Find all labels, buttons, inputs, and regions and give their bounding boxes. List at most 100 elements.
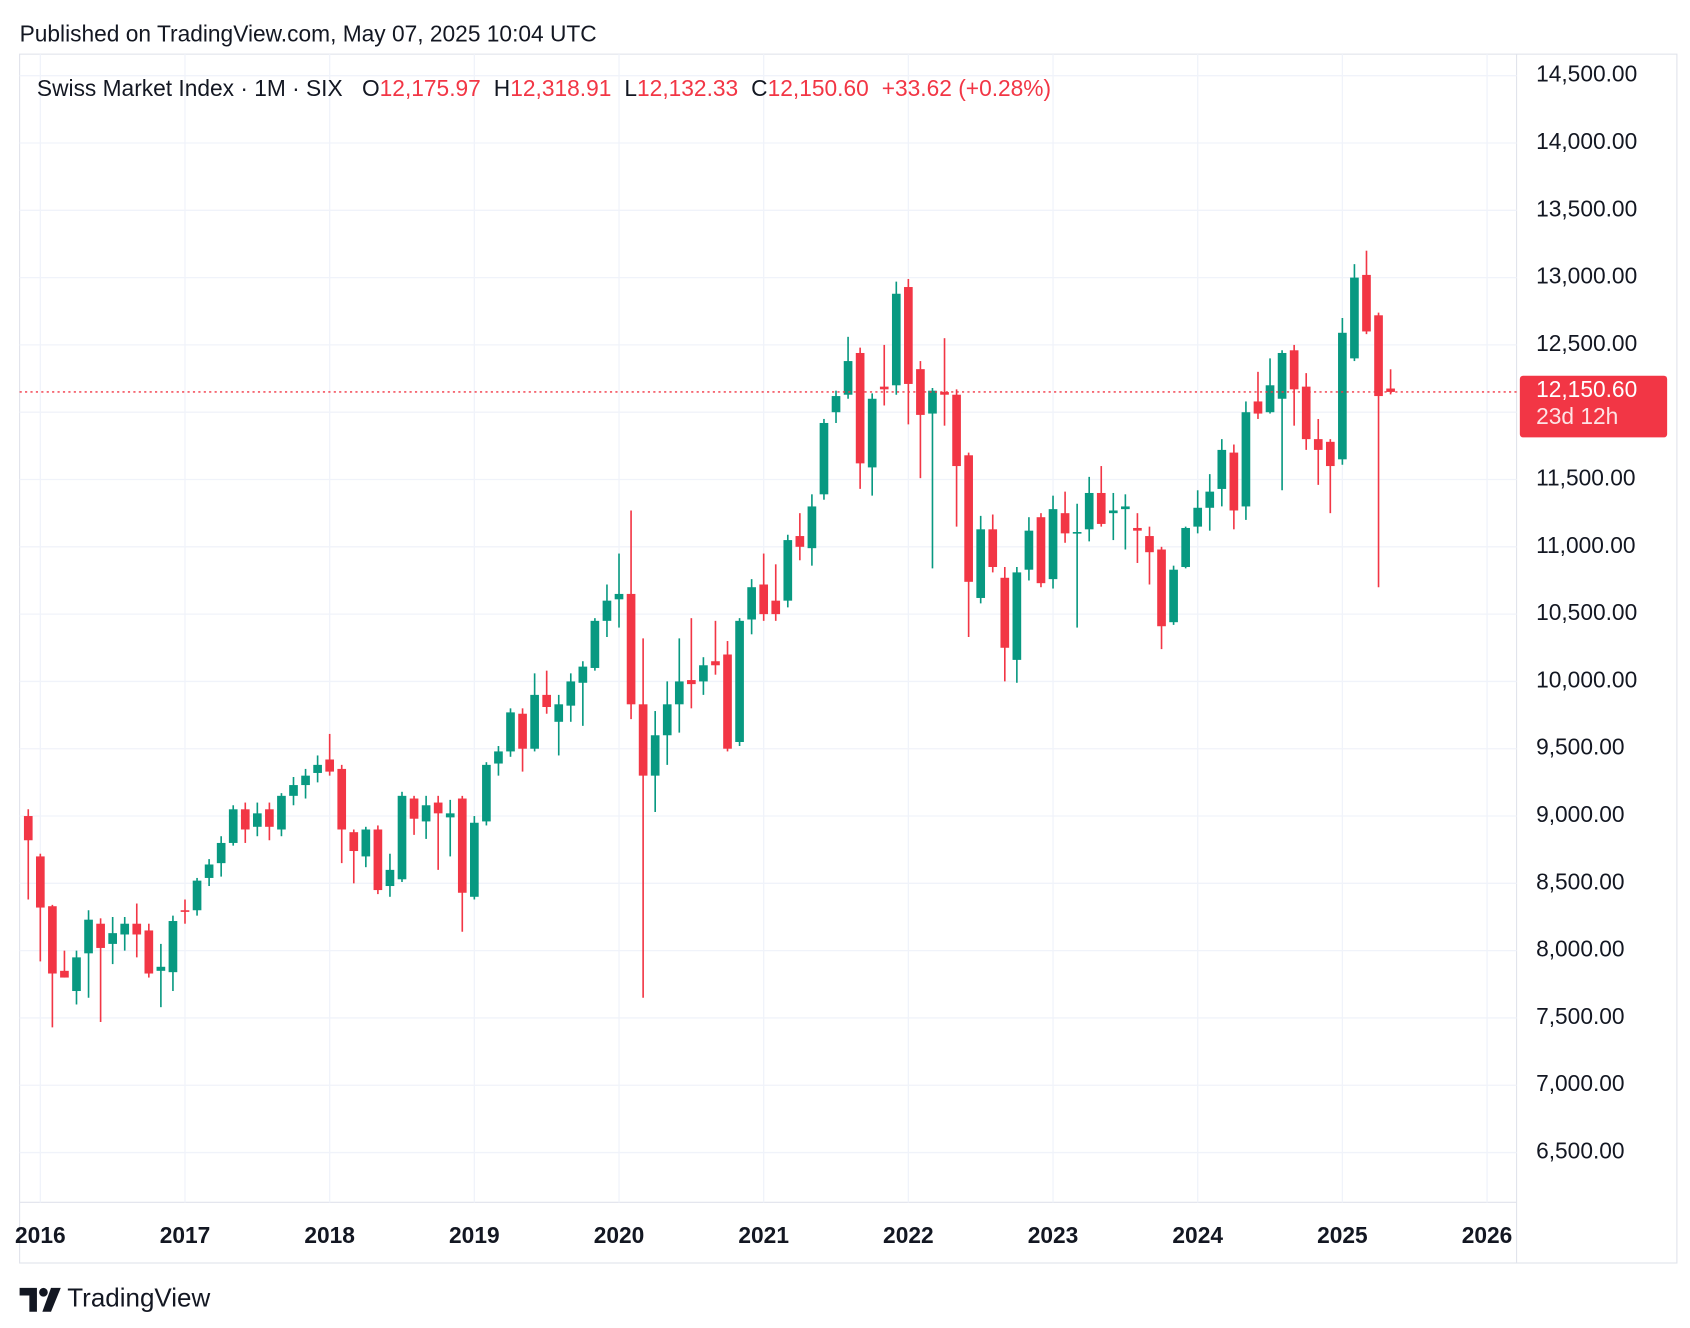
x-tick-label: 2021	[738, 1222, 789, 1248]
candle-body	[554, 704, 564, 722]
logo-dot	[39, 1287, 48, 1297]
candle-body	[867, 398, 877, 468]
candle-body	[928, 390, 937, 414]
candle-body	[156, 966, 166, 971]
candle-body	[1338, 332, 1347, 460]
candle-body	[1000, 577, 1010, 648]
y-tick-label: 10,000.00	[1536, 666, 1637, 692]
candle-body	[674, 681, 684, 705]
ohlc-key: H	[494, 75, 510, 101]
candle-body	[530, 694, 539, 749]
candle-body	[807, 506, 817, 549]
candle-body	[1108, 510, 1118, 514]
candle-body	[699, 665, 708, 682]
y-tick-label: 7,000.00	[1536, 1070, 1624, 1096]
candle-body	[361, 829, 371, 857]
candle-body	[409, 798, 419, 819]
candle-body	[470, 822, 479, 897]
x-tick-label: 2022	[883, 1222, 934, 1248]
candle-body	[855, 352, 865, 464]
candle-body	[952, 394, 961, 467]
candle-body	[662, 704, 672, 736]
candle-body	[132, 923, 142, 935]
candle-body	[494, 751, 503, 764]
candle-body	[759, 584, 769, 615]
axes: 6,500.00 7,000.00 7,500.00 8,000.00 8,500.00…	[15, 61, 1668, 1248]
candle-body	[1289, 350, 1299, 390]
ohlc-value: 12,132.33	[637, 75, 738, 101]
candle-body	[277, 795, 286, 830]
symbol: Swiss Market Index · 1M · SIX	[37, 75, 343, 101]
candle-body	[325, 759, 335, 772]
candle-body	[216, 842, 226, 864]
candle-body	[638, 704, 648, 776]
ohlc-key: O	[362, 75, 380, 101]
ohlc-value: 12,175.97	[380, 75, 481, 101]
x-tick-label: 2018	[304, 1222, 355, 1248]
y-tick-label: 6,500.00	[1536, 1138, 1624, 1164]
candle-body	[578, 666, 588, 683]
candle-body	[650, 735, 660, 776]
candle-body	[904, 287, 913, 384]
last-price-box	[1519, 375, 1668, 438]
candle-body	[795, 536, 805, 547]
x-tick-label: 2017	[160, 1222, 211, 1248]
candle-body	[711, 661, 720, 666]
y-tick-label: 11,000.00	[1536, 532, 1635, 558]
candle-body	[1012, 572, 1022, 660]
y-tick-label: 11,500.00	[1536, 465, 1635, 491]
x-tick-label: 2025	[1317, 1222, 1368, 1248]
candle-body	[1301, 386, 1311, 440]
candle-body	[843, 361, 853, 395]
candle-body	[1121, 506, 1130, 510]
x-tick-label: 2026	[1462, 1222, 1513, 1248]
candle-body	[313, 764, 322, 773]
candle-body	[373, 829, 383, 891]
candle-body	[976, 529, 986, 598]
candle-body	[1181, 527, 1190, 568]
candle-body	[265, 809, 274, 827]
grid	[19, 54, 1517, 1203]
candle-body	[590, 620, 600, 668]
published-note: Published on TradingView.com, May 07, 20…	[20, 21, 597, 47]
candle-body	[1229, 452, 1239, 511]
candle-body	[1325, 441, 1335, 467]
candle-body	[1265, 385, 1275, 413]
ohlc-key: C	[751, 75, 767, 101]
candle-body	[602, 600, 612, 621]
candle-body	[566, 681, 576, 706]
candle-body	[614, 593, 624, 600]
logo: TradingView	[19, 1283, 210, 1313]
x-tick-label: 2024	[1172, 1222, 1223, 1248]
candle-body	[723, 654, 732, 749]
candle-body	[1072, 532, 1082, 534]
y-tick-label: 14,000.00	[1536, 128, 1637, 154]
y-tick-label: 13,000.00	[1536, 263, 1637, 289]
x-tick-label: 2016	[15, 1222, 66, 1248]
candle-body	[1024, 530, 1034, 570]
candle-body	[1205, 491, 1215, 508]
candle-body	[506, 712, 515, 752]
candle-body	[819, 422, 829, 495]
candle-body	[108, 933, 117, 944]
candle-body	[1096, 492, 1106, 524]
candle-body	[96, 923, 105, 948]
candle-body	[1374, 315, 1383, 397]
brand: TradingView	[67, 1283, 210, 1313]
candle-body	[337, 768, 347, 830]
candle-body	[940, 392, 949, 395]
candle-body	[1386, 388, 1395, 392]
y-tick-label: 8,500.00	[1536, 868, 1624, 894]
candle-body	[1241, 412, 1251, 507]
countdown: 23d 12h	[1536, 403, 1618, 429]
candle-body	[240, 809, 250, 830]
candle-body	[48, 906, 57, 974]
y-tick-label: 12,500.00	[1536, 330, 1637, 356]
change-label: +33.62 (+0.28%)	[882, 75, 1051, 101]
x-tick-label: 2019	[449, 1222, 500, 1248]
candle-body	[1060, 513, 1070, 534]
candle-body	[23, 816, 33, 841]
